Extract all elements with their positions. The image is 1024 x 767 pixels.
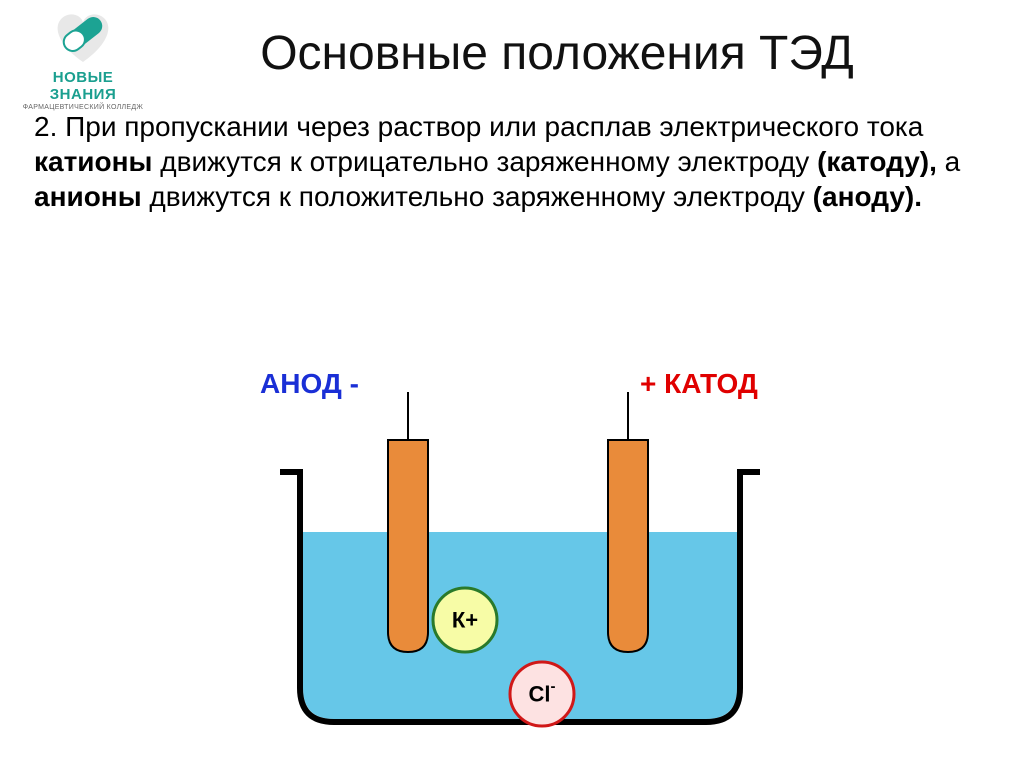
para-mid3: движутся к положительно заряженному элек… — [142, 181, 813, 212]
para-mid1: движутся к отрицательно заряженному элек… — [152, 146, 817, 177]
body-paragraph: 2. При пропускании через раствор или рас… — [0, 81, 1024, 214]
para-mid2: а — [937, 146, 960, 177]
para-b4: (аноду). — [813, 181, 922, 212]
page-title: Основные положения ТЭД — [0, 0, 1024, 81]
logo-brand: НОВЫЕ ЗНАНИЯ — [18, 69, 148, 103]
logo-text: НОВЫЕ ЗНАНИЯ ФАРМАЦЕВТИЧЕСКИЙ КОЛЛЕДЖ — [18, 69, 148, 111]
para-b1: катионы — [34, 146, 152, 177]
electrolysis-diagram: К+Cl- — [280, 392, 760, 752]
para-b2: (катоду), — [817, 146, 937, 177]
logo-subtitle: ФАРМАЦЕВТИЧЕСКИЙ КОЛЛЕДЖ — [18, 104, 148, 111]
svg-text:К+: К+ — [452, 608, 478, 633]
para-b3: анионы — [34, 181, 142, 212]
para-prefix: 2. При пропускании через раствор или рас… — [34, 111, 923, 142]
logo-icon — [47, 10, 119, 65]
logo-block: НОВЫЕ ЗНАНИЯ ФАРМАЦЕВТИЧЕСКИЙ КОЛЛЕДЖ — [18, 10, 148, 111]
